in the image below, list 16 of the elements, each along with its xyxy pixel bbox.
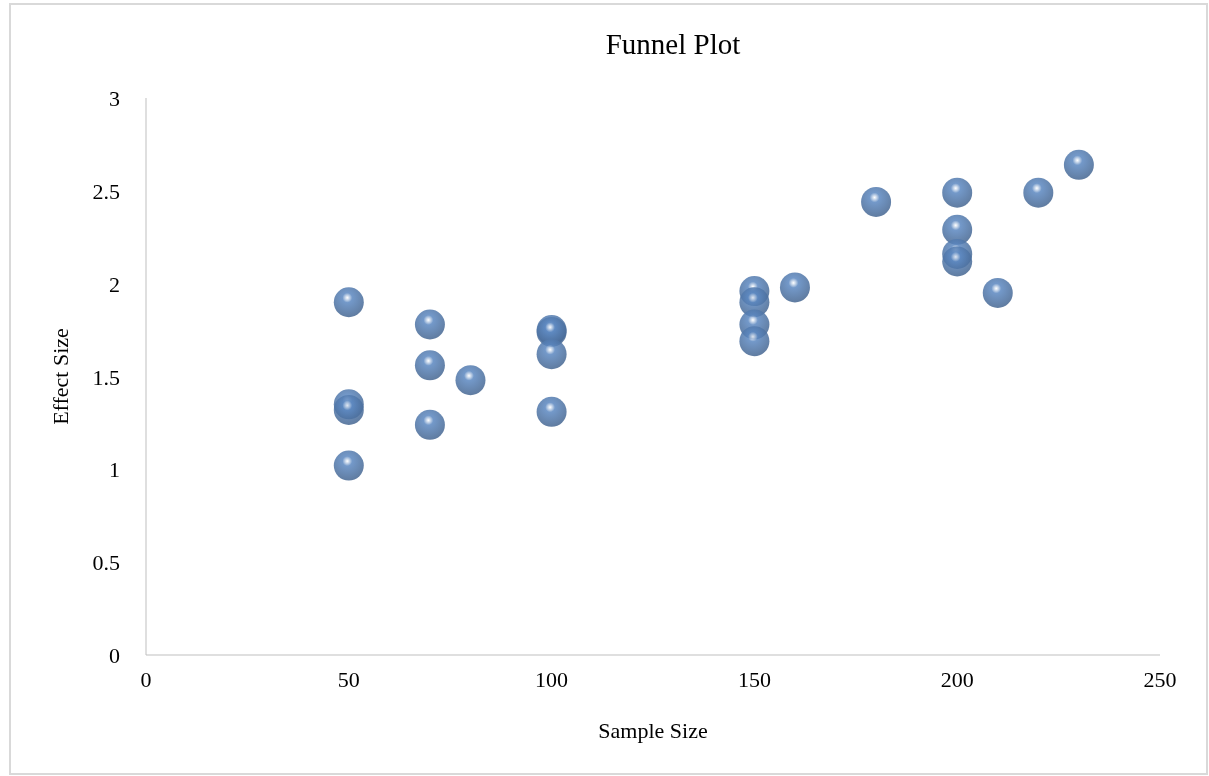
x-tick-label: 0 (140, 667, 152, 692)
y-tick-label: 0 (109, 643, 120, 668)
x-tick-label: 250 (1143, 667, 1177, 692)
x-tick-label: 100 (535, 667, 569, 692)
chart-title: Funnel Plot (605, 28, 741, 60)
x-tick-label: 200 (940, 667, 974, 692)
x-axis-title: Sample Size (598, 718, 708, 743)
x-tick-label: 50 (337, 667, 360, 692)
y-tick-label: 2.5 (92, 178, 120, 204)
y-tick-label: 3 (109, 86, 120, 111)
y-tick-label: 1.5 (92, 364, 120, 390)
y-tick-label: 2 (109, 271, 120, 297)
y-axis-title: Effect Size (48, 328, 73, 425)
y-tick-label: 0.5 (92, 550, 120, 576)
y-tick-label: 1 (109, 457, 120, 483)
x-tick-label: 150 (737, 667, 771, 692)
